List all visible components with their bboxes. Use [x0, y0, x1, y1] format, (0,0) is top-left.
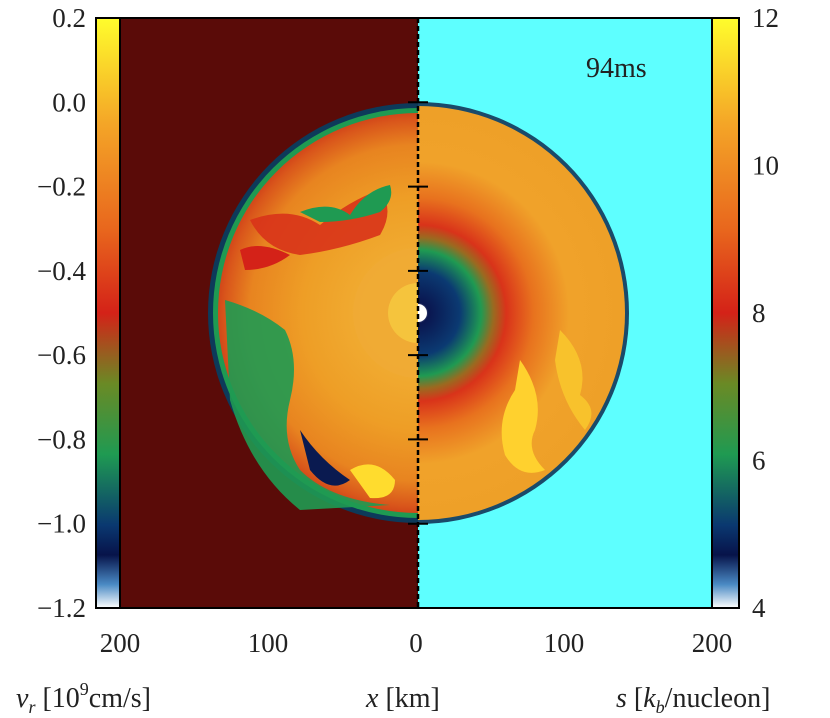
vr-unit-exp: 9	[80, 679, 89, 699]
right-colorbar-tick-label: 8	[752, 298, 766, 328]
entropy-plume-yellow-right	[555, 330, 592, 430]
s-k: k	[643, 683, 656, 714]
velocity-panel	[120, 18, 418, 608]
velocity-plume-green-lower	[225, 300, 390, 510]
center-ticks	[408, 17, 428, 609]
time-label: 94ms	[586, 53, 647, 84]
x-tick-label: 0	[409, 628, 423, 658]
left-colorbar-gradient	[95, 17, 121, 609]
left-colorbar-title: vr [109cm/s]	[16, 679, 151, 717]
left-colorbar-tick-label: −1.0	[37, 509, 86, 539]
right-colorbar-tick-label: 6	[752, 446, 766, 476]
velocity-plume-red	[250, 190, 388, 255]
vr-var: v	[16, 683, 29, 714]
x-unit: [km]	[378, 683, 439, 714]
right-colorbar-gradient	[711, 17, 740, 609]
vr-sub: r	[28, 697, 36, 717]
entropy-plume-yellow	[501, 360, 545, 473]
x-tick-label: 100	[248, 628, 289, 658]
left-colorbar-tick-label: −0.6	[37, 340, 86, 370]
velocity-inner-shell	[353, 248, 418, 378]
velocity-plume-green	[300, 185, 392, 222]
left-colorbar-tick-label: 0.2	[52, 3, 86, 33]
left-colorbar-tick-label: −0.8	[37, 424, 86, 454]
entropy-postshock-region	[418, 106, 625, 520]
s-unit: /nucleon]	[665, 683, 771, 714]
x-tick-labels: 200 100 0 100 200	[100, 628, 733, 658]
left-colorbar-tick-label: 0.0	[52, 87, 86, 117]
x-axis-title: x [km]	[365, 683, 440, 714]
right-colorbar: 12 10 8 6 4	[704, 3, 779, 623]
vr-unit-prefix: [10	[35, 683, 79, 714]
entropy-center	[418, 304, 427, 322]
right-colorbar-tick-label: 4	[752, 593, 766, 623]
vr-unit-suffix: cm/s]	[89, 683, 151, 714]
velocity-plume-red-small	[240, 246, 290, 270]
right-colorbar-tick-label: 10	[752, 151, 779, 181]
entropy-panel	[418, 18, 712, 608]
x-tick-label: 200	[692, 628, 733, 658]
s-var: s	[616, 683, 627, 714]
velocity-core	[388, 283, 418, 343]
x-tick-label: 200	[100, 628, 141, 658]
left-colorbar: 0.2 0.0 −0.2 −0.4 −0.6 −0.8 −1.0 −1.2	[37, 3, 128, 623]
s-mid: [	[627, 683, 643, 714]
left-colorbar-tick-label: −0.2	[37, 172, 86, 202]
right-colorbar-tick-label: 12	[752, 3, 779, 33]
left-colorbar-tick-label: −1.2	[37, 593, 86, 623]
s-sub: b	[656, 697, 665, 717]
velocity-plume-yellow	[350, 464, 395, 499]
x-tick-label: 100	[544, 628, 585, 658]
right-colorbar-title: s [kb/nucleon]	[616, 683, 770, 717]
x-var: x	[365, 683, 379, 714]
velocity-downflow-dark	[300, 430, 350, 486]
left-colorbar-tick-label: −0.4	[37, 256, 86, 286]
